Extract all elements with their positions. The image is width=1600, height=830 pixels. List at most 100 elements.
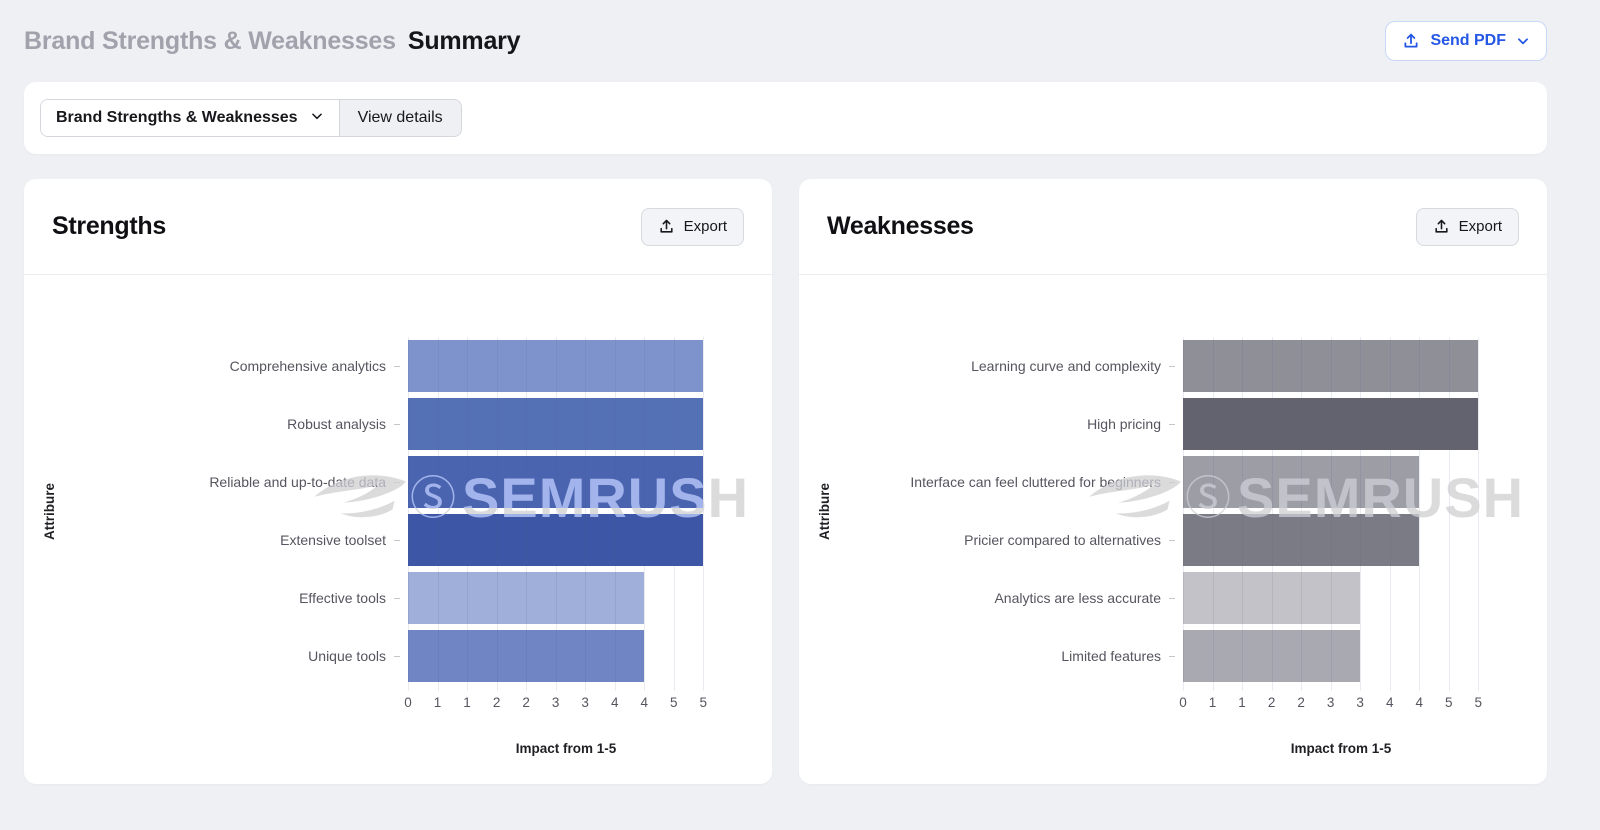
upload-icon [1402,32,1420,50]
export-label: Export [683,218,727,235]
view-details-button[interactable]: View details [339,100,461,136]
category-labels: Comprehensive analytics Robust analysis Re… [60,337,400,685]
x-tick-label: 5 [670,695,678,710]
bar-1[interactable] [1183,398,1479,450]
plot-area [1183,337,1499,691]
x-tick-label: 1 [433,695,442,710]
category-label: Effective tools [299,589,386,606]
category-label: Unique tools [308,647,386,664]
category-tick [1169,597,1175,599]
page-title: Summary [407,26,521,55]
upload-icon [658,218,675,235]
x-tick-label: 2 [1267,695,1276,710]
bar-2[interactable] [1183,456,1420,508]
category-tick [394,423,400,425]
category-label: Robust analysis [287,415,386,432]
bar-4[interactable] [408,572,645,624]
weaknesses-card: Weaknesses Export Attribure Learning cur… [799,179,1547,784]
divider [338,100,340,136]
x-axis-ticks: 0 1 1 2 2 3 3 4 4 5 5 [404,695,724,715]
weaknesses-card-title: Weaknesses [827,212,974,240]
category-tick [1169,365,1175,367]
upload-icon [1433,218,1450,235]
category-label: Extensive toolset [280,531,386,548]
x-tick-label: 1 [1208,695,1217,710]
category-label: Comprehensive analytics [229,357,386,374]
send-pdf-button[interactable]: Send PDF [1385,21,1547,61]
x-tick-label: 4 [610,695,619,710]
category-label: Pricier compared to alternatives [964,531,1161,548]
page-header: Brand Strengths & Weaknesses Summary Sen… [24,0,1547,82]
category-label: Analytics are less accurate [994,589,1161,606]
x-tick-label: 5 [699,695,708,710]
chart-selector-label: Brand Strengths & Weaknesses [56,109,298,126]
strengths-card-title: Strengths [52,212,166,240]
chart-selector-dropdown[interactable]: Brand Strengths & Weaknesses [41,100,339,136]
chevron-down-icon [310,109,324,128]
x-tick-label: 4 [1415,695,1424,710]
x-axis-label: Impact from 1-5 [1290,741,1392,756]
category-label: Limited features [1061,647,1161,664]
x-tick-label: 3 [1356,695,1364,710]
x-tick-label: 0 [404,695,412,710]
strengths-chart: Attribure Comprehensive analytics Robust … [24,275,772,784]
y-axis-label: Attribure [817,482,832,540]
send-pdf-label: Send PDF [1430,32,1506,49]
x-tick-label: 0 [1179,695,1187,710]
x-axis-ticks: 0 1 1 2 2 3 3 4 4 5 5 [1179,695,1499,715]
category-label: Reliable and up-to-date data [209,473,386,490]
category-tick [394,539,400,541]
cards-row: Strengths Export Attribure Comprehensive… [24,179,1547,784]
x-tick-label: 2 [492,695,501,710]
x-tick-label: 4 [640,695,649,710]
view-details-label: View details [357,109,443,126]
category-tick [394,655,400,657]
bar-3[interactable] [408,514,704,566]
page: Brand Strengths & Weaknesses Summary Sen… [24,0,1547,784]
category-tick [394,597,400,599]
weaknesses-export-button[interactable]: Export [1415,207,1519,246]
chart-selector-group: Brand Strengths & Weaknesses View detail… [40,99,462,137]
weaknesses-chart: Attribure Learning curve and complexity H… [799,275,1547,784]
strengths-card: Strengths Export Attribure Comprehensive… [24,179,772,784]
bar-4[interactable] [1183,572,1361,624]
strengths-card-header: Strengths Export [24,179,772,275]
x-tick-label: 5 [1445,695,1453,710]
bar-1[interactable] [408,398,704,450]
y-axis-label: Attribure [42,482,57,540]
category-tick [1169,655,1175,657]
category-labels: Learning curve and complexity High pricin… [835,337,1175,685]
bar-2[interactable] [408,456,704,508]
bar-5[interactable] [408,630,645,682]
x-tick-label: 2 [522,695,530,710]
x-tick-label: 3 [581,695,589,710]
y-axis-label-wrap: Attribure [42,337,57,685]
x-tick-label: 5 [1474,695,1483,710]
bar-5[interactable] [1183,630,1361,682]
category-tick [394,365,400,367]
category-label: Interface can feel cluttered for beginne… [910,473,1161,490]
x-tick-label: 3 [1326,695,1335,710]
category-label: Learning curve and complexity [971,357,1161,374]
category-tick [1169,423,1175,425]
bar-0[interactable] [408,340,704,392]
strengths-export-button[interactable]: Export [640,207,744,246]
bar-3[interactable] [1183,514,1420,566]
y-axis-label-wrap: Attribure [817,337,832,685]
x-tick-label: 2 [1297,695,1305,710]
x-tick-label: 3 [551,695,560,710]
weaknesses-card-header: Weaknesses Export [799,179,1547,275]
chevron-down-icon [1516,34,1530,48]
category-tick [1169,481,1175,483]
x-axis-label: Impact from 1-5 [515,741,617,756]
category-tick [1169,539,1175,541]
breadcrumb: Brand Strengths & Weaknesses Summary [24,26,521,56]
x-tick-label: 4 [1385,695,1394,710]
bar-0[interactable] [1183,340,1479,392]
report-title: Brand Strengths & Weaknesses [24,26,396,55]
category-label: High pricing [1087,415,1161,432]
toolbar: Brand Strengths & Weaknesses View detail… [24,82,1547,154]
x-tick-label: 1 [463,695,471,710]
x-tick-label: 1 [1238,695,1246,710]
export-label: Export [1458,218,1502,235]
